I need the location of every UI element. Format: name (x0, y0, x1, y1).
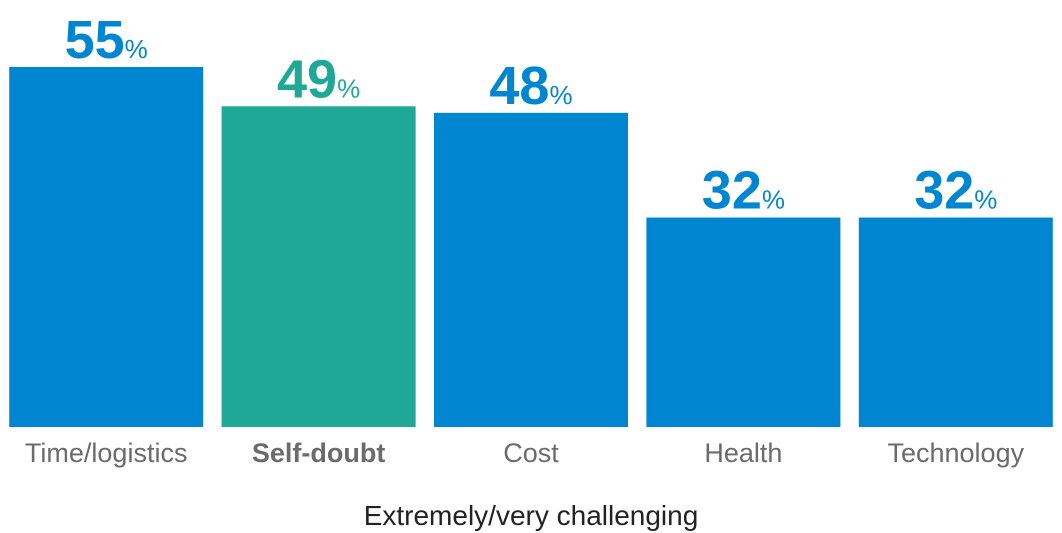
bar (9, 67, 204, 427)
bar (221, 106, 416, 427)
bar (646, 217, 841, 427)
data-label: 49% (277, 49, 360, 109)
data-label: 48% (489, 56, 572, 116)
x-tick-label: Health (704, 438, 782, 468)
bar (858, 217, 1053, 427)
x-tick-label: Time/logistics (25, 438, 188, 468)
data-label: 32% (914, 161, 997, 221)
x-tick-label: Technology (887, 438, 1024, 468)
x-tick-label: Self-doubt (252, 438, 385, 468)
data-label: 32% (702, 161, 785, 221)
bar (434, 112, 628, 428)
x-tick-label: Cost (503, 438, 559, 468)
x-axis-title: Extremely/very challenging (364, 500, 699, 531)
data-label: 55% (65, 10, 148, 70)
